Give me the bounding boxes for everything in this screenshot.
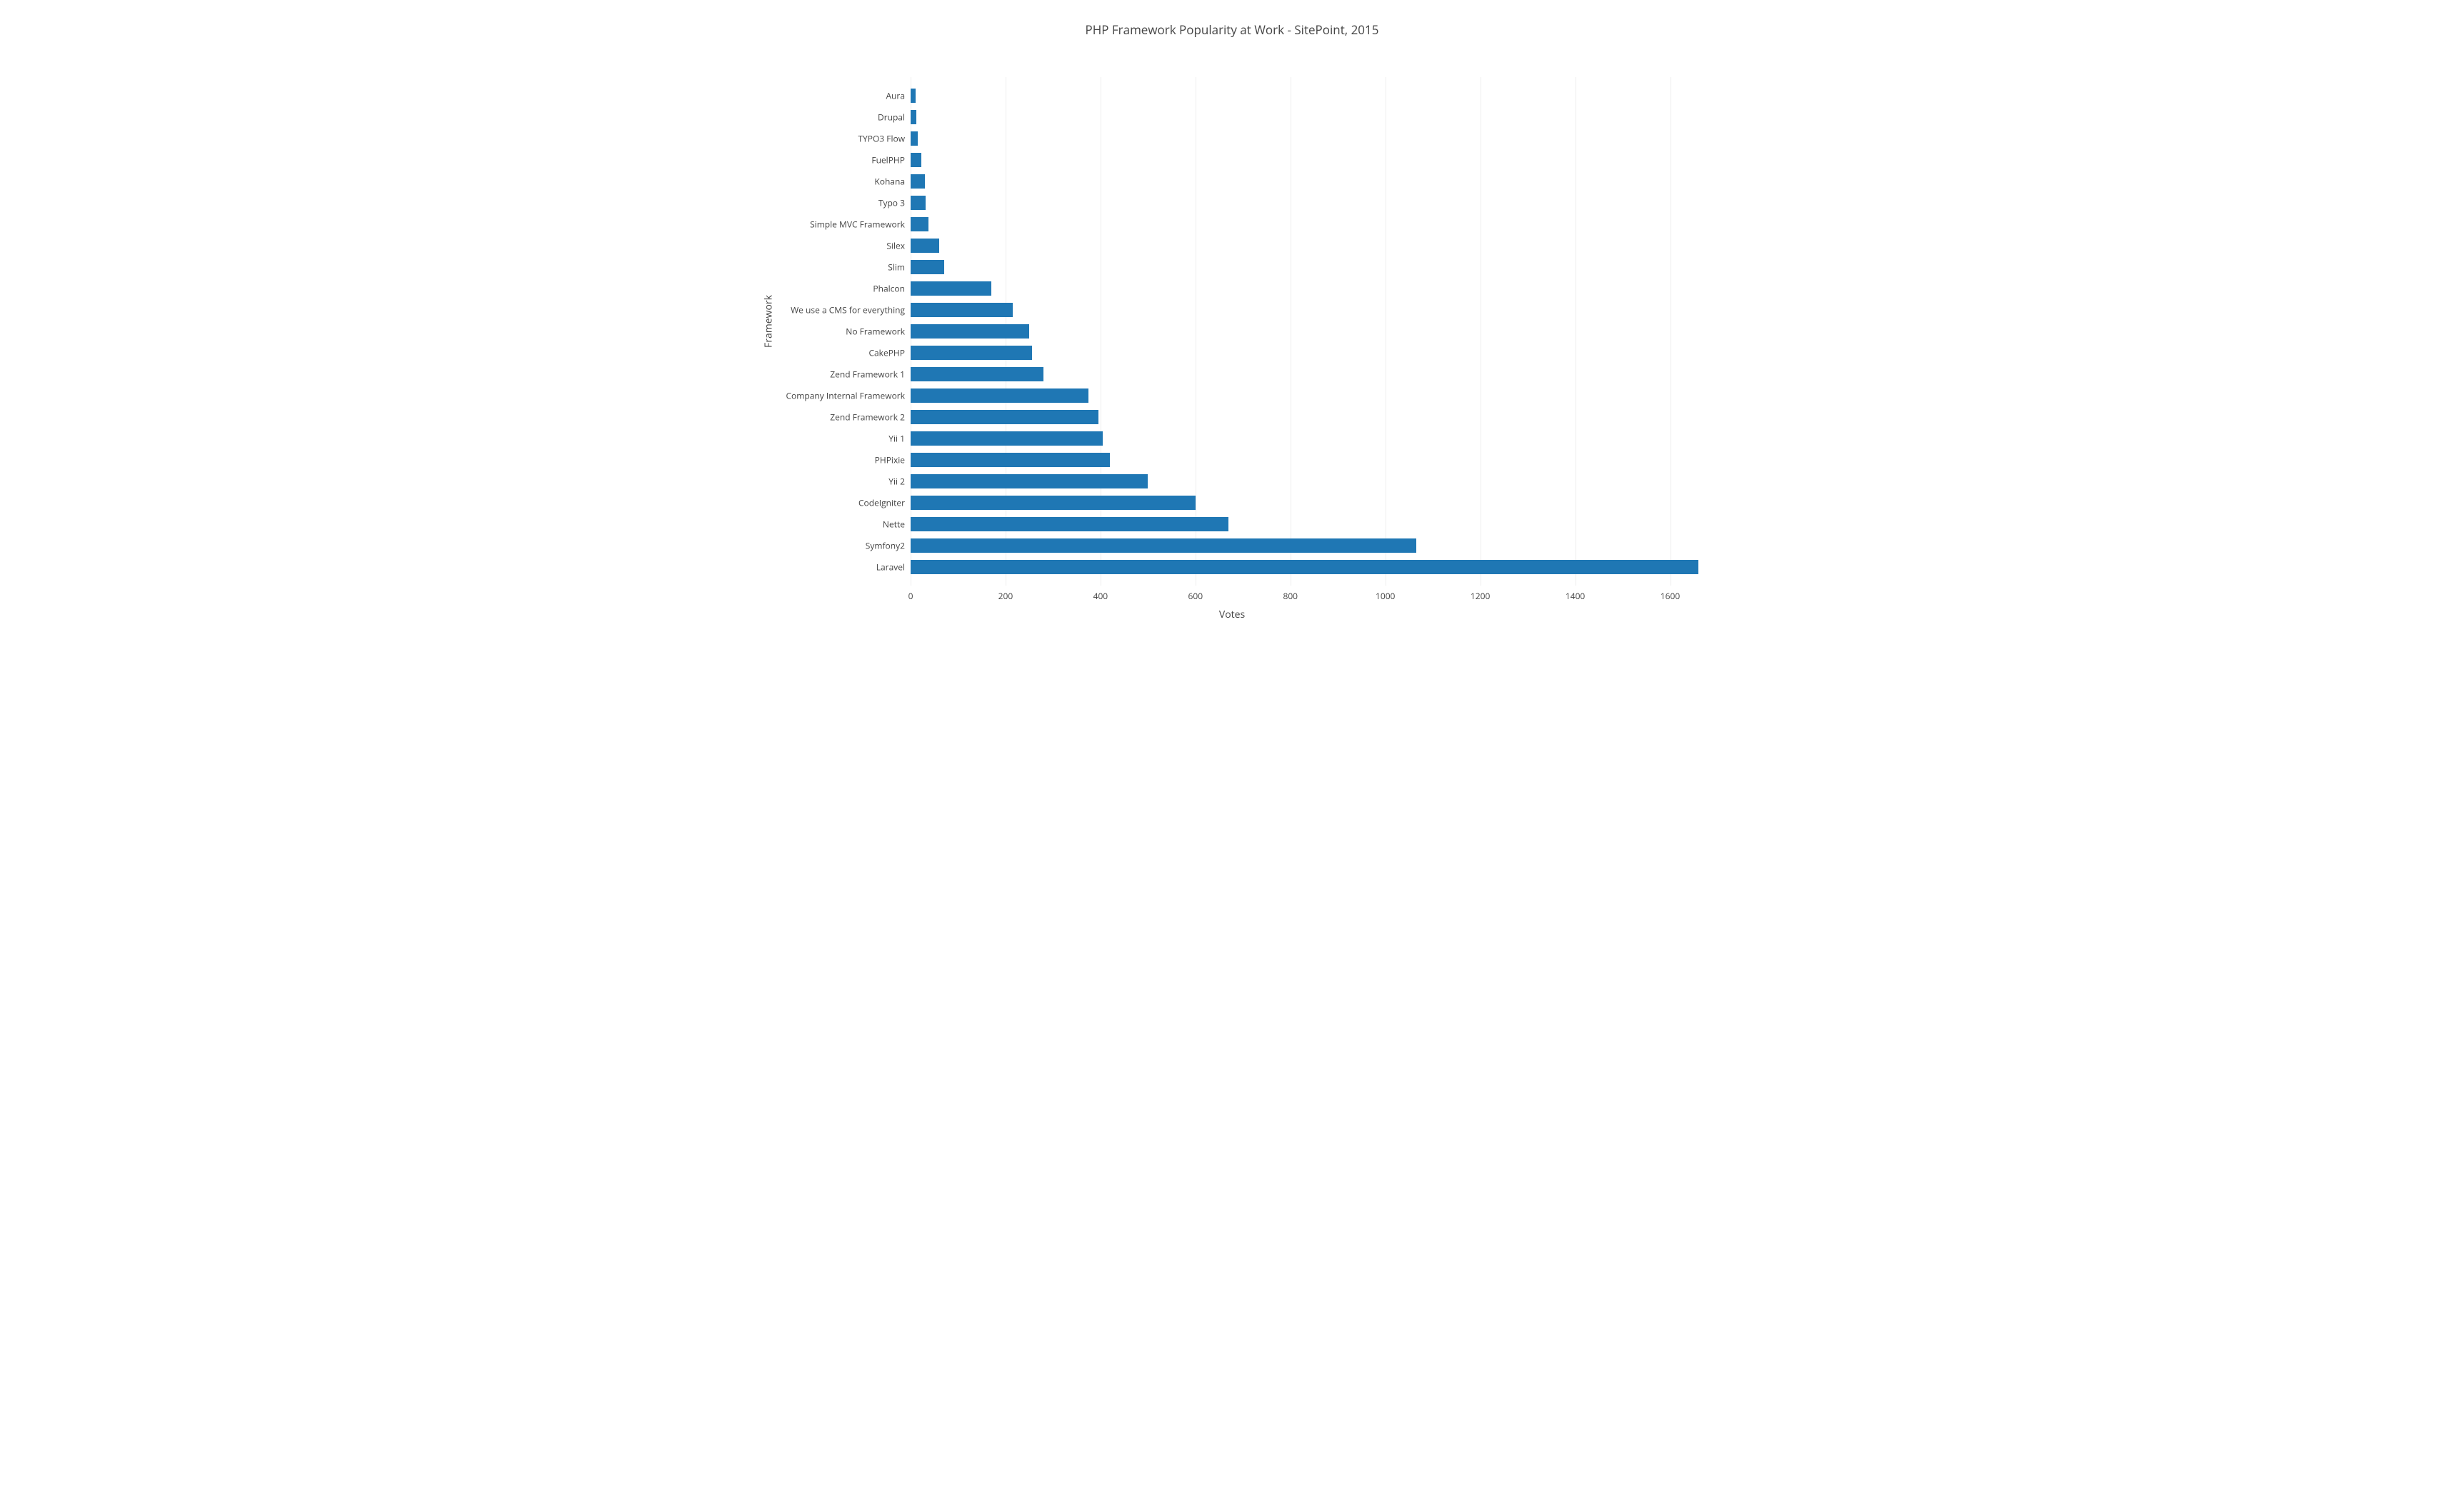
x-tick-label: 600 — [1188, 586, 1203, 602]
y-tick-label: Yii 2 — [888, 476, 911, 488]
y-tick-label: Zend Framework 2 — [830, 411, 911, 423]
bar[interactable] — [911, 538, 1416, 553]
bar[interactable] — [911, 110, 916, 124]
y-tick-label: Company Internal Framework — [786, 390, 911, 402]
x-axis-label: Votes — [1219, 608, 1245, 621]
bar[interactable] — [911, 174, 925, 189]
y-tick-label: TYPO3 Flow — [858, 133, 911, 145]
x-tick-label: 0 — [908, 586, 913, 602]
y-tick-label: Phalcon — [873, 283, 911, 295]
x-tick-label: 1000 — [1376, 586, 1395, 602]
y-tick-label: Zend Framework 1 — [830, 369, 911, 381]
y-tick-label: CodeIgniter — [858, 497, 911, 509]
chart-title: PHP Framework Popularity at Work - SiteP… — [718, 14, 1746, 44]
bar[interactable] — [911, 410, 1098, 424]
bar[interactable] — [911, 89, 916, 103]
y-tick-label: Symfony2 — [866, 540, 911, 552]
y-tick-label: Kohana — [874, 176, 911, 188]
x-tick-label: 1200 — [1471, 586, 1490, 602]
y-tick-label: CakePHP — [868, 347, 911, 359]
bar[interactable] — [911, 239, 939, 253]
bar[interactable] — [911, 303, 1013, 317]
y-axis-label: Framework — [761, 295, 775, 348]
bar[interactable] — [911, 496, 1196, 510]
bar[interactable] — [911, 260, 944, 274]
y-tick-label: PHPixie — [875, 454, 911, 466]
bar[interactable] — [911, 131, 918, 146]
y-tick-label: Slim — [888, 261, 911, 274]
y-tick-label: Drupal — [878, 111, 911, 124]
y-tick-label: Simple MVC Framework — [810, 219, 911, 231]
bar[interactable] — [911, 474, 1148, 488]
x-tick-label: 1400 — [1566, 586, 1585, 602]
chart-container: PHP Framework Popularity at Work - SiteP… — [718, 14, 1746, 628]
x-tick-label: 800 — [1283, 586, 1298, 602]
bar[interactable] — [911, 517, 1228, 531]
y-tick-label: Yii 1 — [888, 433, 911, 445]
y-tick-label: No Framework — [846, 326, 911, 338]
bar[interactable] — [911, 453, 1110, 467]
x-tick-label: 400 — [1093, 586, 1108, 602]
x-tick-label: 200 — [998, 586, 1013, 602]
y-tick-label: Typo 3 — [878, 197, 911, 209]
y-tick-label: FuelPHP — [871, 154, 911, 166]
bar[interactable] — [911, 324, 1029, 339]
bar[interactable] — [911, 367, 1043, 381]
y-tick-label: Nette — [883, 518, 911, 531]
bar[interactable] — [911, 431, 1103, 446]
y-tick-label: Aura — [886, 90, 911, 102]
y-tick-label: Laravel — [876, 561, 911, 573]
y-tick-label: We use a CMS for everything — [791, 304, 911, 316]
bar[interactable] — [911, 346, 1032, 360]
bar[interactable] — [911, 560, 1698, 574]
x-tick-label: 1600 — [1661, 586, 1680, 602]
bar[interactable] — [911, 281, 991, 296]
bar[interactable] — [911, 217, 928, 231]
y-tick-label: Silex — [886, 240, 911, 252]
bar[interactable] — [911, 388, 1088, 403]
bar[interactable] — [911, 153, 921, 167]
plot-area: 02004006008001000120014001600AuraDrupalT… — [911, 77, 1718, 586]
bar[interactable] — [911, 196, 926, 210]
